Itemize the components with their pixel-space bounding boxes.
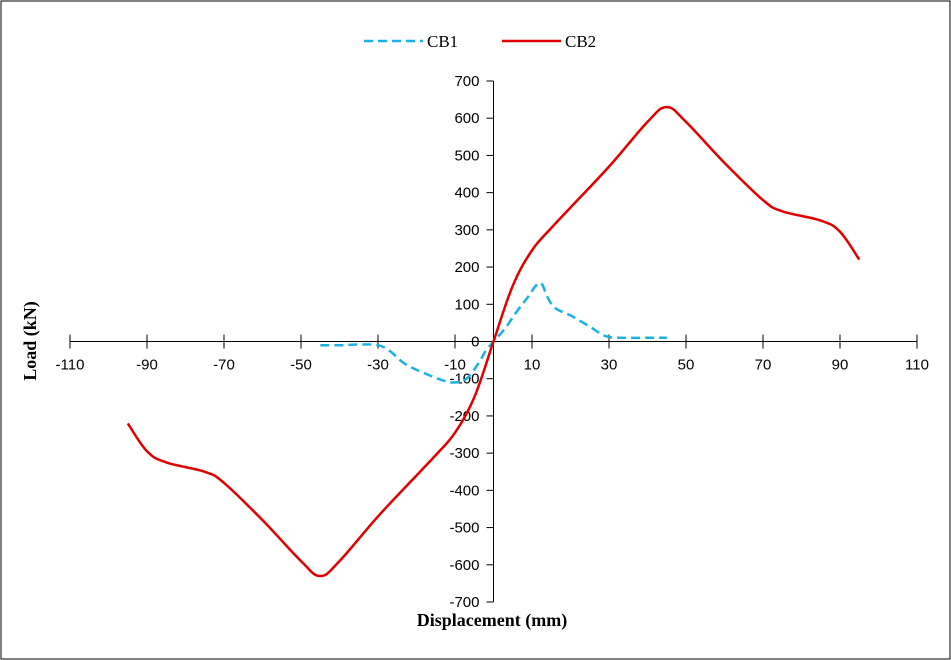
series-cb1-line [320,281,667,384]
y-tick-label: 500 [454,147,479,164]
y-tick-label: -600 [449,557,479,574]
legend-label-cb2: CB2 [565,32,596,51]
y-tick-label: -500 [449,520,479,537]
legend-label-cb1: CB1 [427,32,458,51]
x-tick-label: -70 [213,357,235,374]
y-tick-label: 100 [454,296,479,313]
x-axis-title: Displacement (mm) [417,610,567,631]
y-tick-label: 600 [454,110,479,127]
x-tick-label: 70 [755,357,772,374]
y-tick-label: 0 [471,334,479,351]
y-tick-label: 400 [454,185,479,202]
series-cb2-line [126,105,861,578]
x-tick-label: -10 [444,357,466,374]
x-tick-label: 50 [678,357,695,374]
x-tick-label: -90 [136,357,158,374]
axes: -110 -90 -70 -50 -30 -10 10 30 50 70 90 110 -700 -600… [56,73,929,611]
x-tick-label: 10 [524,357,541,374]
x-tick-label: -30 [367,357,389,374]
legend: CB1 CB2 [364,32,596,51]
y-axis-title: Load (kN) [20,301,41,381]
y-tick-label: -700 [449,594,479,611]
y-tick-label: -300 [449,445,479,462]
y-tick-label: 300 [454,222,479,239]
y-tick-label: 700 [454,73,479,90]
x-tick-label: -110 [56,357,85,374]
x-tick-label: 90 [832,357,849,374]
y-tick-label: -400 [449,482,479,499]
series-layer [126,105,861,578]
x-tick-label: -50 [290,357,312,374]
y-tick-label: 200 [454,259,479,276]
x-tick-label: 110 [905,357,929,374]
x-tick-label: 30 [601,357,618,374]
